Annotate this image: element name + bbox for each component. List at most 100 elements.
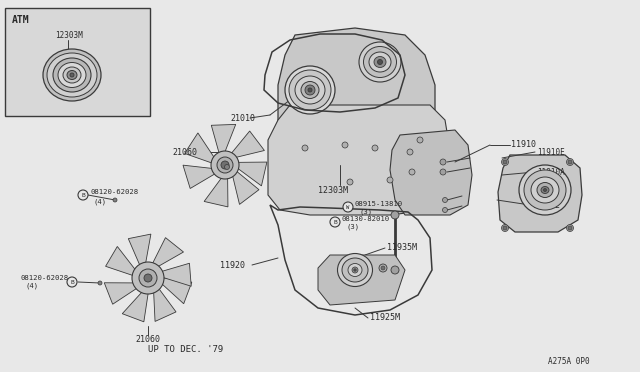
Ellipse shape	[537, 183, 553, 198]
Text: B: B	[70, 279, 74, 285]
Ellipse shape	[295, 76, 325, 104]
Circle shape	[132, 262, 164, 294]
Text: 11920: 11920	[220, 260, 245, 269]
Circle shape	[217, 157, 233, 173]
Circle shape	[343, 202, 353, 212]
Polygon shape	[154, 288, 176, 321]
Polygon shape	[122, 291, 148, 322]
Circle shape	[225, 164, 230, 170]
Circle shape	[391, 266, 399, 274]
Text: 12303M: 12303M	[55, 31, 83, 39]
Ellipse shape	[352, 267, 358, 273]
Text: UP TO DEC. '79: UP TO DEC. '79	[148, 346, 223, 355]
Polygon shape	[230, 131, 264, 158]
Ellipse shape	[70, 73, 74, 77]
Ellipse shape	[378, 60, 383, 64]
Polygon shape	[232, 170, 259, 205]
Ellipse shape	[359, 42, 401, 82]
Circle shape	[407, 149, 413, 155]
Polygon shape	[204, 177, 228, 207]
Circle shape	[409, 169, 415, 175]
Text: B: B	[333, 219, 337, 224]
Circle shape	[391, 211, 399, 219]
Polygon shape	[152, 238, 184, 267]
Text: 11935M: 11935M	[387, 243, 417, 251]
Polygon shape	[278, 28, 435, 198]
Text: B: B	[81, 192, 85, 198]
Ellipse shape	[354, 269, 356, 271]
Circle shape	[442, 208, 447, 212]
Text: 21060: 21060	[135, 336, 160, 344]
Ellipse shape	[342, 258, 368, 282]
Ellipse shape	[53, 58, 91, 92]
Circle shape	[78, 190, 88, 200]
Circle shape	[568, 160, 572, 164]
Circle shape	[221, 161, 229, 169]
Circle shape	[503, 160, 507, 164]
Text: 11910A: 11910A	[537, 167, 564, 176]
Circle shape	[98, 281, 102, 285]
Ellipse shape	[58, 62, 86, 87]
Ellipse shape	[543, 189, 547, 192]
Polygon shape	[211, 124, 236, 154]
Ellipse shape	[285, 66, 335, 114]
Polygon shape	[184, 133, 215, 163]
Text: A275A 0P0: A275A 0P0	[548, 357, 589, 366]
Ellipse shape	[337, 253, 372, 286]
Ellipse shape	[308, 88, 312, 92]
Text: (4): (4)	[25, 283, 38, 289]
Circle shape	[342, 142, 348, 148]
Text: (3): (3)	[347, 224, 360, 230]
Ellipse shape	[519, 165, 571, 215]
Circle shape	[566, 158, 573, 166]
Polygon shape	[390, 130, 472, 215]
Polygon shape	[237, 162, 267, 186]
Ellipse shape	[43, 49, 101, 101]
Circle shape	[381, 266, 385, 270]
Circle shape	[139, 269, 157, 287]
Polygon shape	[161, 263, 191, 286]
Text: 11925M: 11925M	[370, 314, 400, 323]
Circle shape	[566, 224, 573, 231]
Text: W: W	[346, 205, 349, 209]
Text: 08120-62028: 08120-62028	[90, 189, 138, 195]
Polygon shape	[106, 247, 136, 276]
Circle shape	[440, 169, 446, 175]
Circle shape	[211, 151, 239, 179]
Circle shape	[502, 224, 509, 231]
Polygon shape	[104, 283, 138, 304]
Polygon shape	[128, 234, 151, 266]
Circle shape	[330, 217, 340, 227]
Text: 08120-62028: 08120-62028	[20, 275, 68, 281]
Text: 12303M: 12303M	[318, 186, 348, 195]
Polygon shape	[161, 278, 192, 304]
Ellipse shape	[364, 46, 397, 77]
Ellipse shape	[67, 71, 77, 80]
Ellipse shape	[524, 170, 566, 210]
Text: 08915-13810: 08915-13810	[355, 201, 403, 207]
Polygon shape	[318, 255, 405, 305]
Circle shape	[442, 198, 447, 202]
Ellipse shape	[374, 57, 386, 67]
Circle shape	[417, 137, 423, 143]
Circle shape	[387, 177, 393, 183]
Circle shape	[144, 274, 152, 282]
Ellipse shape	[305, 85, 315, 95]
Circle shape	[113, 198, 117, 202]
Circle shape	[379, 264, 387, 272]
Ellipse shape	[47, 53, 97, 97]
Circle shape	[440, 159, 446, 165]
Text: 08130-82010: 08130-82010	[342, 216, 390, 222]
Circle shape	[503, 226, 507, 230]
Circle shape	[347, 179, 353, 185]
Ellipse shape	[301, 81, 319, 99]
Ellipse shape	[63, 67, 81, 83]
Ellipse shape	[531, 177, 559, 203]
Text: (4): (4)	[93, 199, 106, 205]
Polygon shape	[498, 155, 582, 232]
Bar	[5, 8, 150, 116]
Circle shape	[302, 145, 308, 151]
Text: ATM: ATM	[12, 15, 29, 25]
Circle shape	[568, 226, 572, 230]
Polygon shape	[183, 165, 216, 189]
